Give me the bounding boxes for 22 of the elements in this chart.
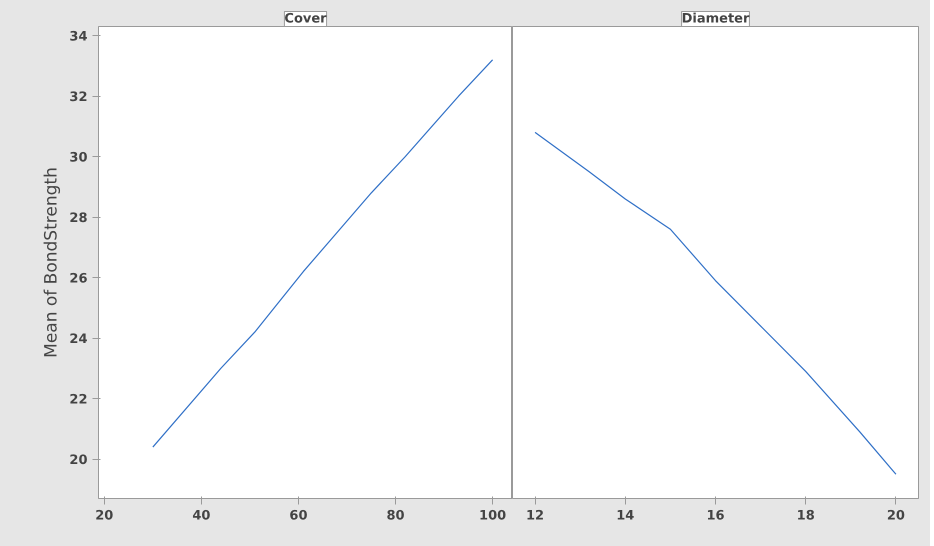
y-tick-label: 28 [69,211,88,226]
x-tick-label: 60 [289,508,308,524]
y-tick-label: 30 [69,150,88,166]
y-axis-title: Mean of BondStrength [41,167,62,358]
x-tick-label: 20 [886,508,905,524]
x-tick-label: 12 [526,508,544,524]
y-tick-label: 32 [69,90,88,106]
chart-title: Diameter [682,12,750,26]
x-tick-label: 18 [796,508,815,524]
x-tick-label: 20 [95,508,114,524]
x-tick-label: 16 [706,508,725,524]
chart-title: Cover [284,12,328,26]
y-tick-label: 24 [69,332,88,348]
y-tick-label: 20 [69,453,88,468]
y-tick-label: 22 [69,392,88,408]
x-tick-label: 40 [192,508,210,524]
y-tick-label: 26 [69,272,88,287]
x-tick-label: 80 [386,508,405,524]
x-tick-label: 14 [616,508,634,524]
y-tick-label: 34 [69,30,88,45]
line-series [152,59,494,448]
x-tick-label: 100 [479,508,506,524]
